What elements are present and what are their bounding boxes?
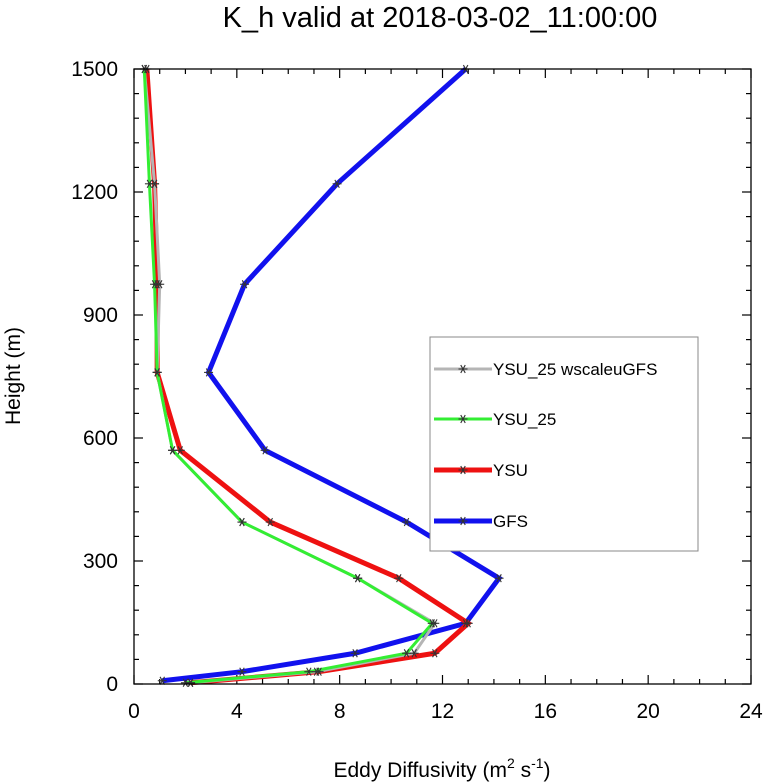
- legend-item-gfs: GFS: [434, 512, 528, 531]
- legend-marker: [458, 516, 468, 526]
- x-tick-label: 12: [431, 700, 454, 723]
- x-tick-label: 24: [739, 700, 763, 723]
- data-point-gfs: [157, 676, 167, 685]
- x-tick-label: 4: [231, 700, 243, 723]
- data-point-ysu: [430, 649, 440, 658]
- data-point-gfs: [240, 280, 250, 289]
- x-axis-label-end: ): [544, 759, 551, 782]
- x-axis-label-sup1: 2: [507, 755, 515, 771]
- legend-item-ysu-25: YSU_25: [434, 410, 556, 429]
- legend-item-ysu: YSU: [434, 461, 528, 480]
- data-point-gfs: [260, 446, 270, 455]
- data-point-ysu: [175, 446, 185, 455]
- legend-label: YSU_25 wscaleuGFS: [493, 360, 657, 379]
- series-line-ysu: [144, 68, 473, 686]
- y-tick-label: 900: [83, 304, 118, 327]
- data-point-gfs: [350, 649, 360, 658]
- data-point-gfs: [332, 179, 342, 188]
- x-tick-label: 8: [334, 700, 346, 723]
- data-point-ysu-25-wscaleugfs: [409, 649, 419, 658]
- data-point-ysu-25: [144, 179, 154, 188]
- x-axis-label-sup2: -1: [531, 755, 544, 771]
- data-point-ysu-25: [402, 649, 412, 658]
- data-point-ysu-25: [237, 517, 247, 527]
- data-point-ysu-25: [304, 667, 314, 676]
- axis-ticks: [133, 68, 752, 685]
- data-point-ysu-25: [152, 368, 162, 377]
- x-tick-labels: 0 4 8 12 16 20 24: [128, 700, 763, 723]
- y-tick-label: 1500: [71, 58, 118, 81]
- legend-box: [429, 336, 699, 552]
- legend-marker: [458, 414, 468, 424]
- data-point-gfs: [402, 517, 412, 527]
- legend-item-ysu-25-wscaleugfs: YSU_25 wscaleuGFS: [434, 360, 657, 379]
- legend: YSU_25 wscaleuGFS YSU_25 YSU GFS: [429, 336, 699, 552]
- x-tick-label: 16: [534, 700, 557, 723]
- plot-frame: [133, 68, 752, 685]
- legend-label: YSU_25: [493, 410, 556, 429]
- series-line-ysu-25-wscaleugfs: [142, 68, 437, 685]
- data-point-ysu-25: [353, 574, 363, 583]
- y-tick-label: 300: [83, 550, 118, 573]
- x-tick-label: 20: [636, 700, 659, 723]
- data-point-ysu-25: [427, 619, 437, 628]
- data-point-gfs: [204, 368, 214, 377]
- series-layer: [139, 64, 504, 687]
- chart-title: K_h valid at 2018-03-02_11:00:00: [223, 2, 658, 34]
- y-tick-label: 1200: [71, 181, 118, 204]
- y-axis-label: Height (m): [2, 327, 25, 425]
- data-point-ysu: [394, 574, 404, 583]
- legend-marker: [458, 465, 468, 475]
- data-point-ysu: [463, 619, 473, 628]
- x-axis-label-main: Eddy Diffusivity (m: [333, 759, 507, 782]
- y-tick-label: 0: [106, 673, 118, 696]
- legend-label: YSU: [493, 461, 528, 480]
- x-tick-label: 0: [128, 700, 140, 723]
- legend-marker: [458, 364, 468, 374]
- y-tick-labels: 0 300 600 900 1200 1500: [71, 58, 118, 696]
- data-point-ysu-25-wscaleugfs: [312, 667, 322, 676]
- x-axis-label-mid: s: [515, 759, 531, 782]
- data-point-gfs: [494, 574, 504, 583]
- data-point-ysu-25: [180, 678, 190, 687]
- data-point-gfs: [237, 667, 247, 676]
- x-axis-label: Eddy Diffusivity (m2 s-1): [333, 755, 550, 782]
- y-tick-label: 600: [83, 427, 118, 450]
- series-line-ysu-25: [142, 68, 435, 685]
- data-point-ysu: [265, 517, 275, 527]
- data-point-ysu-25: [150, 280, 160, 289]
- data-point-ysu-25: [168, 446, 178, 455]
- legend-label: GFS: [493, 512, 528, 531]
